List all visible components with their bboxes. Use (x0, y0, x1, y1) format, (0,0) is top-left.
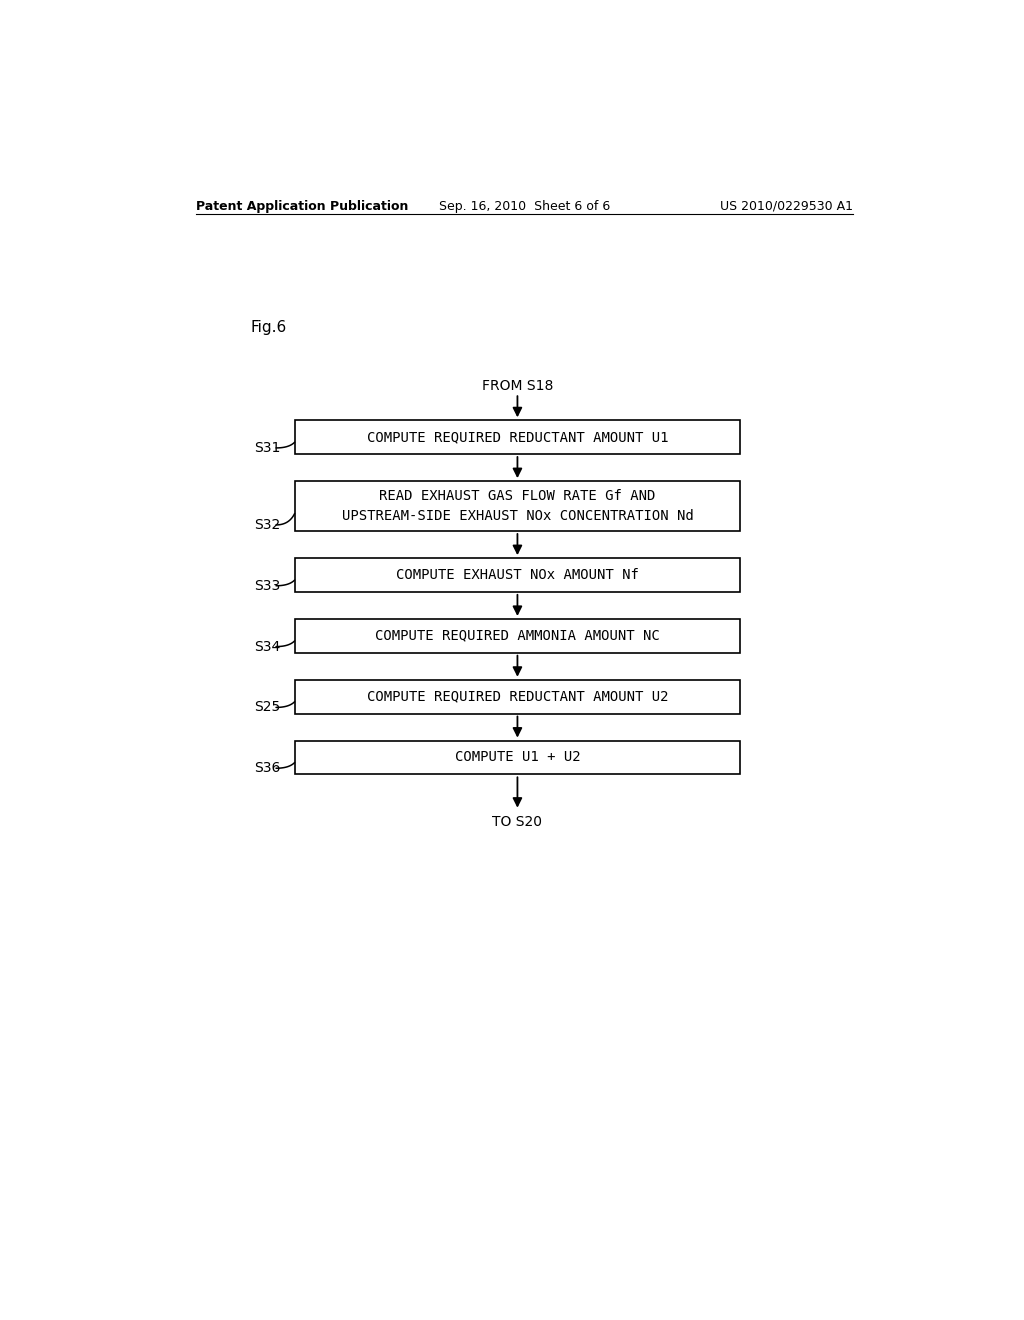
Text: FROM S18: FROM S18 (481, 379, 553, 392)
Text: COMPUTE EXHAUST NOx AMOUNT Nf: COMPUTE EXHAUST NOx AMOUNT Nf (396, 568, 639, 582)
Text: TO S20: TO S20 (493, 816, 543, 829)
Bar (295, 619, 740, 653)
Bar (295, 420, 740, 454)
Text: READ EXHAUST GAS FLOW RATE Gf AND
UPSTREAM-SIDE EXHAUST NOx CONCENTRATION Nd: READ EXHAUST GAS FLOW RATE Gf AND UPSTRE… (342, 490, 693, 523)
Text: S36: S36 (254, 762, 281, 775)
Text: COMPUTE REQUIRED REDUCTANT AMOUNT U1: COMPUTE REQUIRED REDUCTANT AMOUNT U1 (367, 430, 669, 444)
Text: S31: S31 (254, 441, 281, 455)
Text: COMPUTE U1 + U2: COMPUTE U1 + U2 (455, 751, 581, 764)
Text: US 2010/0229530 A1: US 2010/0229530 A1 (721, 199, 853, 213)
Bar (295, 480, 740, 531)
Text: S25: S25 (254, 701, 281, 714)
Text: COMPUTE REQUIRED REDUCTANT AMOUNT U2: COMPUTE REQUIRED REDUCTANT AMOUNT U2 (367, 689, 669, 704)
Text: Sep. 16, 2010  Sheet 6 of 6: Sep. 16, 2010 Sheet 6 of 6 (439, 199, 610, 213)
Text: S32: S32 (254, 517, 281, 532)
Text: Patent Application Publication: Patent Application Publication (197, 199, 409, 213)
Text: S34: S34 (254, 640, 281, 653)
Bar (295, 558, 740, 591)
Text: COMPUTE REQUIRED AMMONIA AMOUNT NC: COMPUTE REQUIRED AMMONIA AMOUNT NC (375, 628, 659, 643)
Bar (295, 680, 740, 714)
Text: Fig.6: Fig.6 (251, 321, 287, 335)
Text: S33: S33 (254, 578, 281, 593)
Bar (295, 741, 740, 775)
